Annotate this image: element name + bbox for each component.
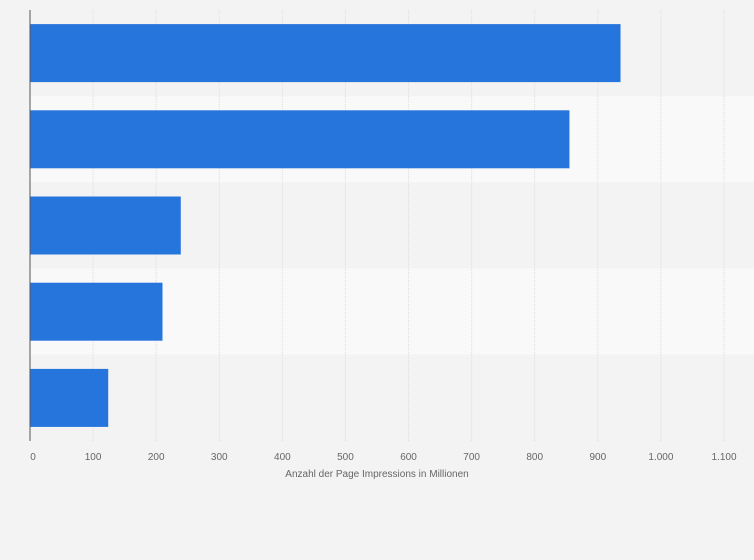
x-tick-label: 1.000: [648, 452, 673, 463]
x-tick-labels: 0 100 200 300 400 500 600 700 800 900 1.000 1.100: [30, 452, 737, 463]
x-axis-title: Anzahl der Page Impressions in Millionen: [285, 469, 468, 480]
x-tick-label: 400: [274, 452, 291, 463]
bar[interactable]: [30, 196, 181, 255]
x-tick-label: 300: [211, 452, 228, 463]
x-tick-label: 800: [526, 452, 543, 463]
bar[interactable]: [30, 368, 109, 427]
bars: [30, 24, 621, 427]
x-tick-label: 900: [589, 452, 606, 463]
x-tick-label: 200: [148, 452, 165, 463]
x-tick-label: 600: [400, 452, 417, 463]
bar[interactable]: [30, 24, 621, 83]
x-tick-label: 700: [463, 452, 480, 463]
bar[interactable]: [30, 110, 570, 169]
x-tick-label: 1.100: [711, 452, 736, 463]
bar[interactable]: [30, 282, 163, 341]
x-tick-label: 500: [337, 452, 354, 463]
x-tick-label: 100: [85, 452, 102, 463]
x-tick-label: 0: [30, 452, 36, 463]
row-band: [30, 354, 754, 441]
